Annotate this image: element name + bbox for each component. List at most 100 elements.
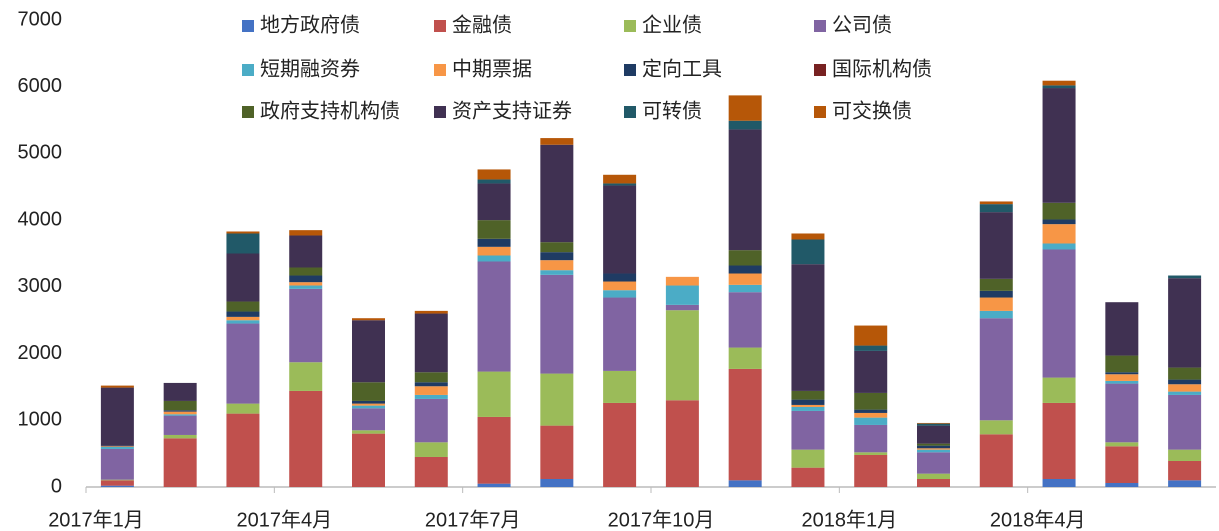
bar-segment	[1042, 85, 1076, 89]
x-tick-label: 2017年7月	[425, 508, 521, 531]
legend-label: 可交换债	[832, 99, 912, 122]
bar-segment	[100, 387, 134, 446]
bar-segment	[289, 285, 323, 289]
legend-swatch	[434, 64, 446, 76]
bar-segment	[603, 402, 637, 487]
bar-segment	[1168, 391, 1202, 395]
bar-segment	[854, 350, 888, 393]
bar-segment	[414, 313, 448, 373]
legend-label: 定向工具	[642, 57, 722, 80]
bar-segment	[1105, 442, 1139, 447]
bar-segment	[1168, 460, 1202, 481]
bar-segment	[603, 183, 637, 186]
bar-segment	[1042, 80, 1076, 86]
bar-segment	[728, 284, 762, 293]
bar-segment	[728, 480, 762, 487]
x-tick-label: 2018年1月	[802, 508, 898, 531]
bar-segment	[979, 278, 1013, 291]
bar-segment	[791, 390, 825, 400]
bar-segment	[917, 443, 950, 446]
bar-segment	[603, 297, 637, 371]
bar-segment	[791, 404, 825, 407]
bar-segment	[100, 446, 134, 449]
bar-segment	[540, 425, 574, 479]
bar-segment	[352, 405, 385, 409]
bar-segment	[917, 473, 950, 479]
bar-segment	[791, 239, 825, 265]
bar-segment	[1042, 377, 1076, 403]
bar-segment	[603, 185, 637, 274]
bar-segment	[100, 445, 134, 447]
bar-segment	[226, 320, 260, 324]
bar-segment	[791, 467, 825, 487]
legend-label: 地方政府债	[260, 13, 360, 36]
bar-segment	[1042, 243, 1076, 250]
bar-segment	[1105, 302, 1139, 356]
bar-segment	[665, 285, 699, 305]
bar-segment	[728, 129, 762, 251]
bar-segment	[979, 212, 1013, 279]
bar-segment	[163, 410, 197, 412]
bar-segment	[540, 478, 574, 487]
legend-swatch	[434, 20, 446, 32]
bar-segment	[728, 347, 762, 369]
bar-segment	[1105, 374, 1139, 381]
bar-segment	[1042, 219, 1076, 225]
bar-segment	[791, 233, 825, 240]
bar-segment	[352, 318, 385, 321]
bar-segment	[100, 485, 134, 487]
bar-segment	[728, 250, 762, 266]
bar-segment	[917, 445, 950, 449]
bar-segment	[603, 273, 637, 282]
bar-segment	[414, 398, 448, 443]
bar-segment	[352, 430, 385, 434]
legend-swatch	[242, 106, 254, 118]
bar-segment	[477, 246, 511, 256]
bar-segment	[1168, 278, 1202, 368]
bar-segment	[917, 449, 950, 453]
bar-segment	[163, 438, 197, 487]
bar-segment	[289, 288, 323, 363]
bar-segment	[540, 144, 574, 243]
bar-segment	[414, 382, 448, 387]
legend-label: 短期融资券	[260, 57, 360, 80]
y-tick-label: 2000	[18, 342, 63, 364]
bar-segment	[1042, 88, 1076, 203]
bar-segment	[728, 368, 762, 481]
bar-segment	[477, 416, 511, 484]
bar-segment	[540, 373, 574, 426]
bar-segment	[414, 456, 448, 487]
bar-segment	[603, 281, 637, 291]
bar-segment	[979, 297, 1013, 311]
legend-swatch	[814, 20, 826, 32]
bar-segment	[100, 479, 134, 481]
bar-segment	[917, 425, 950, 444]
bar-segment	[1105, 372, 1139, 375]
bar-segment	[665, 400, 699, 487]
legend-label: 政府支持机构债	[260, 99, 400, 122]
x-tick-label: 2018年4月	[990, 508, 1086, 531]
bar-segment	[665, 304, 699, 311]
bar-segment	[477, 483, 511, 487]
legend-label: 国际机构债	[832, 57, 932, 80]
bar-segment	[791, 399, 825, 405]
bar-segment	[226, 323, 260, 404]
bar-segment	[1042, 249, 1076, 378]
y-tick-label: 3000	[18, 275, 63, 297]
bar-segment	[791, 449, 825, 468]
bar-segment	[1168, 379, 1202, 385]
bar-segment	[1168, 449, 1202, 461]
bar-segment	[917, 452, 950, 474]
bar-segment	[665, 310, 699, 401]
bar-segment	[289, 362, 323, 391]
bar-segment	[100, 448, 134, 480]
bar-segment	[917, 448, 950, 450]
bar-segment	[979, 318, 1013, 421]
bar-segment	[100, 480, 134, 486]
y-tick-label: 4000	[18, 208, 63, 230]
bar-segment	[414, 310, 448, 314]
bar-segment	[728, 265, 762, 274]
bar-segment	[226, 231, 260, 234]
y-tick-label: 6000	[18, 75, 63, 97]
bar-segment	[477, 238, 511, 247]
